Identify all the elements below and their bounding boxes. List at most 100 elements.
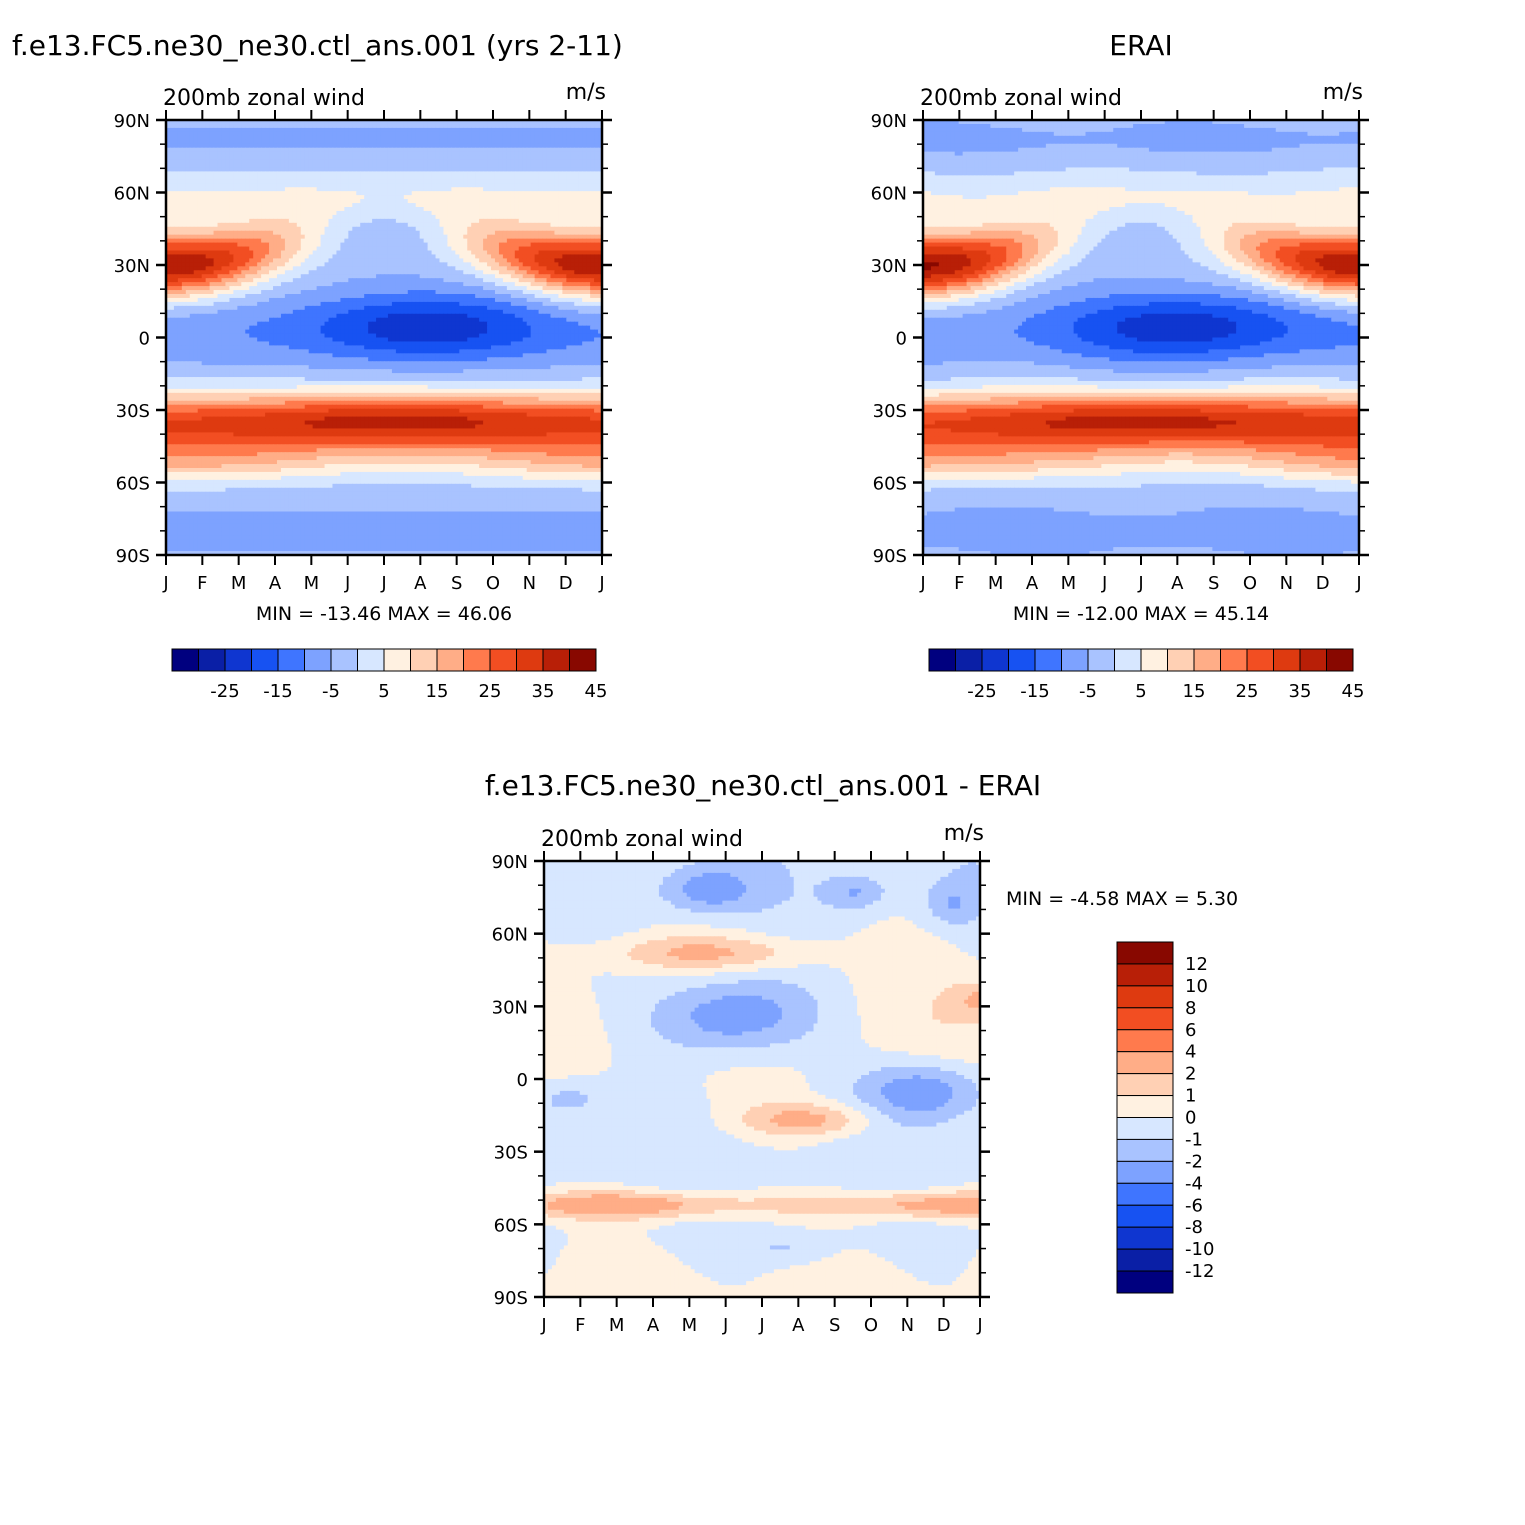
field-cell <box>189 151 195 157</box>
field-cell <box>280 127 286 133</box>
field-cell <box>598 179 602 184</box>
field-cell <box>534 210 540 216</box>
field-cell <box>574 120 579 125</box>
field-cell <box>213 143 219 149</box>
field-cell <box>352 278 357 283</box>
field-cell <box>197 123 203 129</box>
field-cell <box>166 226 171 232</box>
field-cell <box>280 120 286 125</box>
field-cell <box>221 246 227 252</box>
field-cell <box>439 155 445 161</box>
field-cell <box>173 262 179 267</box>
field-cell <box>296 120 302 125</box>
field-cell <box>427 175 433 180</box>
field-cell <box>269 278 274 283</box>
field-cell <box>467 175 472 180</box>
field-cell <box>399 210 405 216</box>
field-cell <box>590 294 595 299</box>
field-cell <box>427 274 433 279</box>
field-cell <box>419 167 425 172</box>
field-cell <box>479 120 484 125</box>
field-cell <box>530 270 536 275</box>
field-cell <box>245 187 250 192</box>
field-cell <box>280 191 286 196</box>
field-cell <box>562 266 567 271</box>
field-cell <box>403 290 409 295</box>
field-cell <box>368 254 373 259</box>
field-cell <box>471 222 476 228</box>
field-cell <box>526 147 532 153</box>
field-cell <box>320 175 326 180</box>
field-cell <box>225 127 231 133</box>
field-cell <box>550 155 556 161</box>
field-cell <box>276 151 282 157</box>
field-cell <box>522 179 528 184</box>
field-cell <box>574 286 579 291</box>
field-cell <box>423 135 429 141</box>
field-cell <box>169 286 175 291</box>
field-cell <box>546 290 552 295</box>
field-cell <box>324 282 330 287</box>
field-cell <box>471 250 476 256</box>
field-cell <box>249 278 254 283</box>
field-cell <box>435 282 441 287</box>
field-cell <box>487 266 492 271</box>
field-cell <box>189 187 195 192</box>
field-cell <box>356 175 361 180</box>
field-cell <box>443 238 449 244</box>
field-cell <box>241 210 246 216</box>
field-cell <box>522 195 528 200</box>
field-cell <box>574 274 579 279</box>
field-cell <box>376 179 381 184</box>
field-cell <box>423 163 429 169</box>
field-cell <box>542 266 548 271</box>
field-cell <box>356 254 361 259</box>
field-cell <box>209 282 215 287</box>
field-cell <box>387 163 393 169</box>
field-cell <box>491 163 496 169</box>
field-cell <box>384 203 389 208</box>
field-cell <box>538 127 544 133</box>
field-cell <box>340 226 345 232</box>
field-cell <box>284 135 290 141</box>
field-cell <box>518 274 524 279</box>
field-cell <box>384 175 389 180</box>
field-cell <box>221 230 227 236</box>
field-cell <box>491 250 496 256</box>
field-cell <box>280 226 286 232</box>
field-cell <box>245 131 250 137</box>
field-cell <box>292 159 298 165</box>
field-cell <box>546 187 552 192</box>
field-cell <box>395 167 401 172</box>
field-cell <box>479 286 484 291</box>
field-cell <box>487 139 492 145</box>
field-cell <box>173 266 179 271</box>
field-cell <box>550 214 556 220</box>
field-cell <box>427 218 433 224</box>
field-cell <box>463 286 468 291</box>
field-cell <box>586 286 591 291</box>
field-cell <box>447 179 452 184</box>
field-cell <box>475 187 480 192</box>
field-cell <box>245 127 250 133</box>
field-cell <box>280 218 286 224</box>
field-cell <box>364 187 369 192</box>
field-cell <box>360 258 365 263</box>
field-cell <box>526 294 532 299</box>
field-cell <box>455 254 460 259</box>
field-cell <box>292 218 298 224</box>
field-cell <box>542 238 548 244</box>
field-cell <box>169 120 175 125</box>
field-cell <box>241 127 246 133</box>
field-cell <box>209 230 215 236</box>
field-cell <box>483 167 488 172</box>
field-cell <box>340 123 345 129</box>
field-cell <box>304 230 310 236</box>
field-cell <box>447 175 452 180</box>
field-cell <box>344 286 349 291</box>
field-cell <box>562 278 567 283</box>
field-cell <box>312 120 318 125</box>
field-cell <box>391 214 397 220</box>
field-cell <box>534 258 540 263</box>
field-cell <box>245 282 250 287</box>
